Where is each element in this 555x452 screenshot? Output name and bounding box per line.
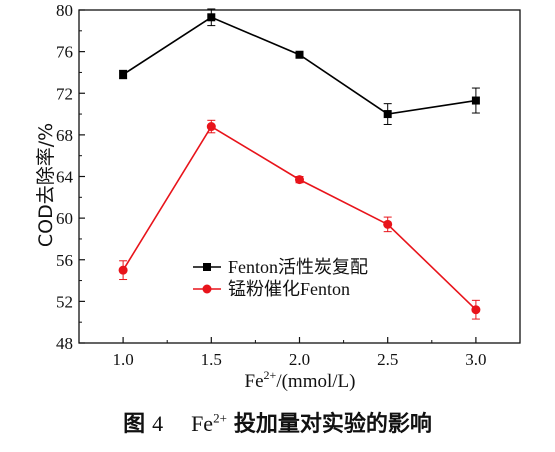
series-2	[118, 119, 481, 320]
data-point	[471, 96, 480, 105]
y-axis: 48 52 56 60 64 68 72 76 80	[56, 1, 85, 353]
y-tick-label: 76	[56, 43, 73, 62]
y-tick-label: 72	[56, 84, 73, 103]
data-point	[119, 70, 128, 79]
caption-title: 投加量对实验的影响	[233, 412, 432, 437]
y-tick-label: 60	[56, 209, 73, 228]
series-line	[122, 16, 477, 115]
legend-label-2: 锰粉催化Fenton	[228, 279, 350, 299]
chart: 48 52 56 60 64 68 72 76 80 1.0 1.5 2.0 2.5 3.0 COD去除…	[35, 1, 521, 392]
legend: Fenton活性炭复配 锰粉催化Fenton	[193, 257, 368, 299]
x-tick-label: 1.0	[112, 350, 133, 369]
figure-caption: 图 4 Fe2+ 投加量对实验的影响	[0, 406, 555, 438]
series-layer	[118, 8, 481, 320]
legend-marker-square	[203, 263, 211, 271]
x-tick-label: 3.0	[465, 350, 486, 369]
series-1	[119, 8, 480, 125]
caption-figure-label: 图	[123, 412, 146, 437]
x-tick-label: 1.5	[201, 350, 222, 369]
x-tick-label: 2.0	[289, 350, 310, 369]
data-point	[206, 122, 216, 132]
caption-figure-number: 4	[152, 411, 164, 436]
y-tick-label: 52	[56, 292, 73, 311]
y-tick-label: 68	[56, 126, 73, 145]
legend-marker-circle	[202, 284, 212, 294]
x-tick-label: 2.5	[377, 350, 398, 369]
data-point	[383, 110, 392, 119]
y-tick-label: 80	[56, 1, 73, 20]
data-point	[207, 13, 216, 22]
x-axis: 1.0 1.5 2.0 2.5 3.0	[78, 337, 521, 369]
y-tick-label: 64	[56, 168, 74, 187]
legend-label-1: Fenton活性炭复配	[228, 257, 368, 277]
y-tick-label: 56	[56, 251, 73, 270]
caption-fe-charge: 2+	[213, 410, 227, 426]
data-point	[118, 265, 128, 275]
data-point	[471, 305, 481, 315]
caption-fe-symbol: Fe	[191, 411, 214, 436]
data-point	[295, 50, 304, 59]
x-axis-label: Fe2+/(mmol/L)	[245, 368, 356, 392]
data-point	[383, 219, 393, 229]
y-tick-label: 48	[56, 334, 73, 353]
data-point	[295, 175, 304, 185]
y-axis-label: COD去除率/%	[35, 123, 57, 247]
